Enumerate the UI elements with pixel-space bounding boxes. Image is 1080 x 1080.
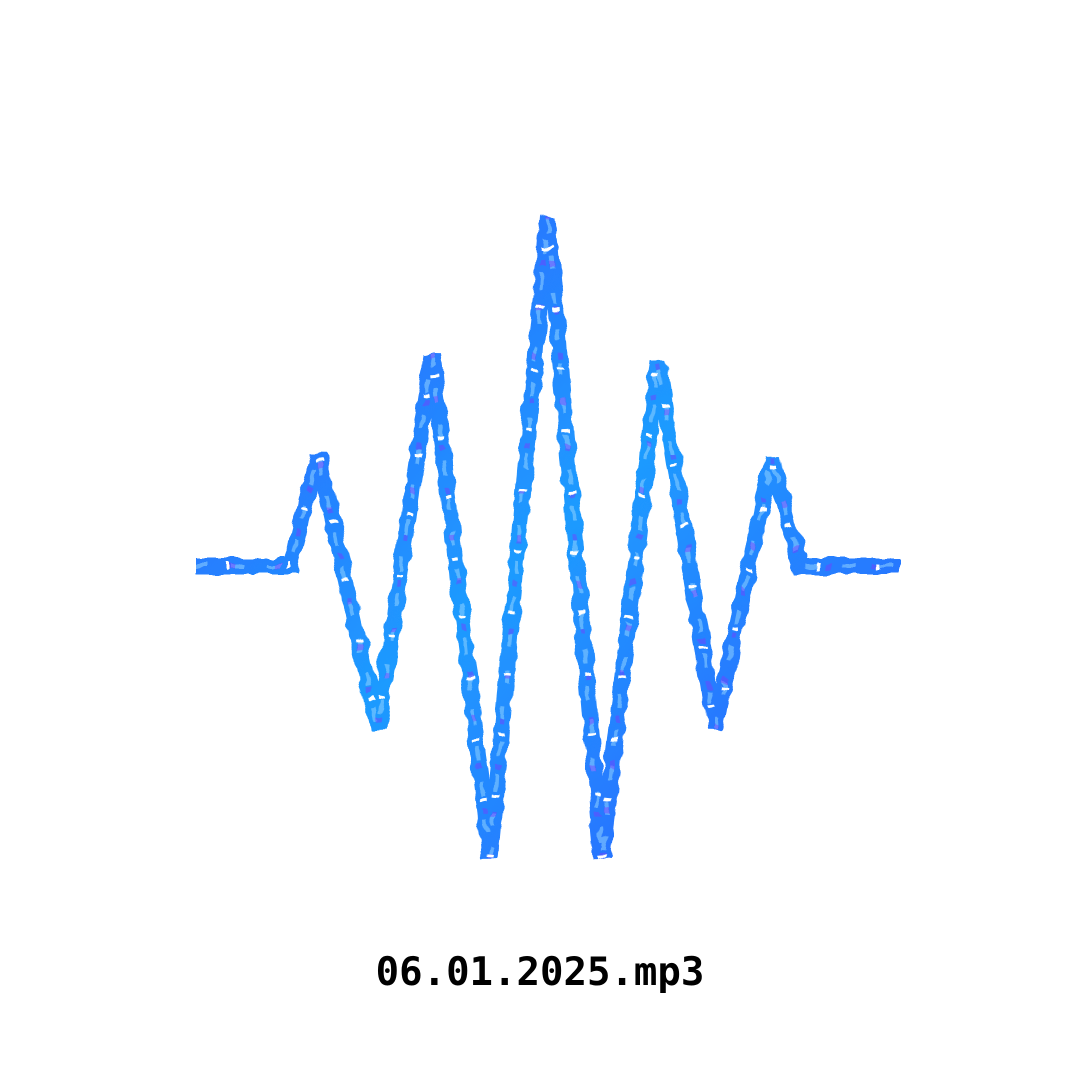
waveform-accent: [195, 217, 900, 859]
file-name-label: 06.01.2025.mp3: [375, 950, 705, 995]
